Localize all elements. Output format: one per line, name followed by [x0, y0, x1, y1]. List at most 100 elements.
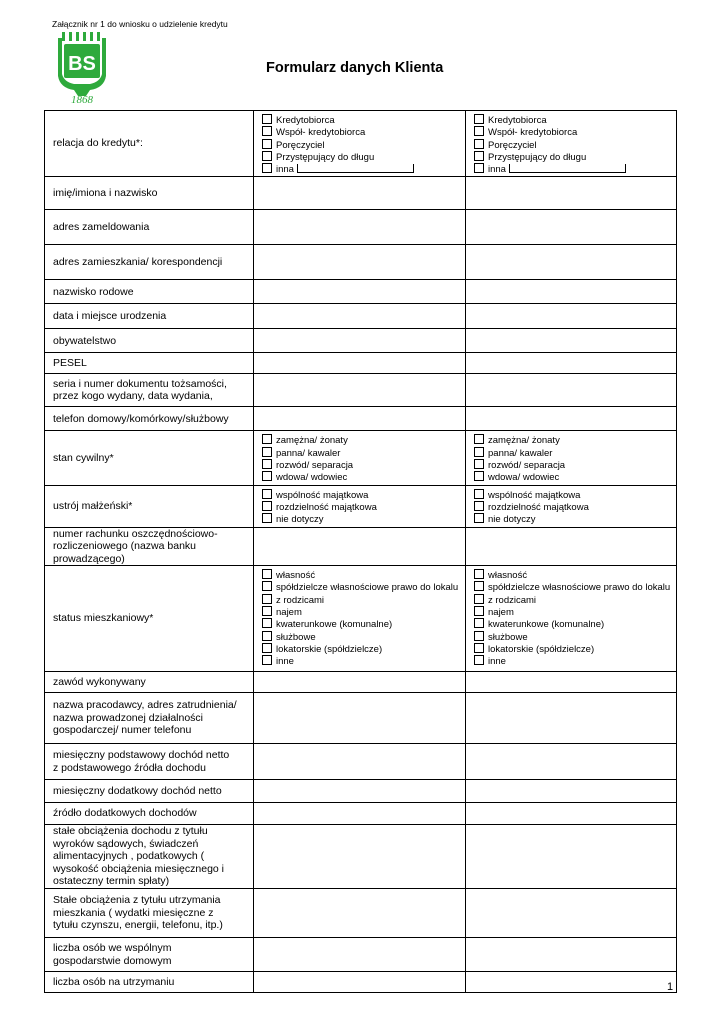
checkbox-option[interactable]: Kredytobiorca	[262, 114, 461, 126]
field-value-cell-2[interactable]	[465, 209, 677, 246]
field-value-cell-2[interactable]	[465, 373, 677, 408]
checkbox-option[interactable]: spółdzielcze własnościowe prawo do lokal…	[474, 581, 672, 593]
checkbox-icon[interactable]	[262, 500, 272, 511]
checkbox-icon[interactable]	[474, 446, 484, 457]
checkbox-option[interactable]: inna	[474, 163, 672, 175]
checkbox-option[interactable]: z rodzicami	[474, 593, 672, 606]
checkbox-icon[interactable]	[474, 434, 484, 445]
field-value-cell-1[interactable]	[253, 692, 466, 745]
checkbox-option[interactable]: wspólność majątkowa	[474, 488, 672, 501]
checkbox-icon[interactable]	[262, 446, 272, 457]
checkbox-icon[interactable]	[262, 126, 272, 137]
checkbox-option[interactable]: wdowa/ wdowiec	[474, 471, 672, 483]
checkbox-icon[interactable]	[474, 581, 484, 592]
checkbox-icon[interactable]	[262, 581, 272, 592]
field-value-cell-1[interactable]	[253, 373, 466, 408]
field-value-cell-2[interactable]	[465, 779, 677, 804]
checkbox-icon[interactable]	[474, 488, 484, 499]
field-value-cell-1[interactable]	[253, 526, 466, 567]
field-value-cell-2[interactable]	[465, 328, 677, 354]
checkbox-icon[interactable]	[474, 618, 484, 629]
field-value-cell-1[interactable]	[253, 279, 466, 305]
checkbox-icon[interactable]	[262, 618, 272, 629]
field-value-cell-1[interactable]	[253, 779, 466, 804]
checkbox-option[interactable]: najem	[474, 605, 672, 618]
field-value-cell-2[interactable]	[465, 526, 677, 567]
checkbox-icon[interactable]	[262, 434, 272, 445]
field-value-cell-2[interactable]: wspólność majątkowa rozdzielność majątkow…	[465, 484, 677, 528]
checkbox-option[interactable]: lokatorskie (spółdzielcze)	[262, 642, 461, 655]
field-value-cell-2[interactable]	[465, 352, 677, 375]
checkbox-option[interactable]: rozwód/ separacja	[262, 459, 461, 471]
checkbox-icon[interactable]	[474, 642, 484, 653]
checkbox-option[interactable]: zamężna/ żonaty	[262, 434, 461, 446]
field-value-cell-1[interactable]	[253, 244, 466, 281]
checkbox-option[interactable]: służbowe	[474, 630, 672, 643]
checkbox-option[interactable]: własność	[474, 569, 672, 581]
checkbox-option[interactable]: rozdzielność majątkowa	[262, 500, 461, 513]
field-value-cell-2[interactable]: Kredytobiorca Współ- kredytobiorca Poręczy…	[465, 109, 677, 178]
checkbox-icon[interactable]	[262, 642, 272, 653]
field-value-cell-1[interactable]: własność spółdzielcze własnościowe prawo …	[253, 565, 466, 673]
field-value-cell-1[interactable]	[253, 406, 466, 432]
checkbox-icon[interactable]	[262, 569, 272, 580]
field-value-cell-1[interactable]: wspólność majątkowa rozdzielność majątkow…	[253, 484, 466, 528]
field-value-cell-1[interactable]	[253, 303, 466, 330]
checkbox-icon[interactable]	[474, 138, 484, 149]
field-value-cell-2[interactable]	[465, 279, 677, 305]
checkbox-icon[interactable]	[262, 163, 272, 174]
checkbox-icon[interactable]	[474, 150, 484, 161]
checkbox-icon[interactable]	[262, 488, 272, 499]
checkbox-option[interactable]: Poręczyciel	[474, 138, 672, 151]
checkbox-option[interactable]: z rodzicami	[262, 593, 461, 606]
checkbox-icon[interactable]	[262, 605, 272, 616]
checkbox-icon[interactable]	[262, 150, 272, 161]
field-value-cell-2[interactable]	[465, 406, 677, 432]
checkbox-icon[interactable]	[474, 593, 484, 604]
checkbox-option[interactable]: inna	[262, 163, 461, 175]
checkbox-option[interactable]: służbowe	[262, 630, 461, 643]
field-value-cell-1[interactable]	[253, 937, 466, 973]
field-value-cell-1[interactable]	[253, 888, 466, 939]
checkbox-option[interactable]: własność	[262, 569, 461, 581]
field-value-cell-2[interactable]	[465, 971, 677, 994]
other-text-field[interactable]	[296, 164, 414, 174]
checkbox-icon[interactable]	[474, 569, 484, 580]
field-value-cell-1[interactable]	[253, 209, 466, 246]
checkbox-icon[interactable]	[474, 126, 484, 137]
checkbox-option[interactable]: Przystępujący do długu	[474, 150, 672, 163]
checkbox-icon[interactable]	[474, 459, 484, 470]
checkbox-option[interactable]: Przystępujący do długu	[262, 150, 461, 163]
checkbox-option[interactable]: wspólność majątkowa	[262, 488, 461, 501]
checkbox-icon[interactable]	[262, 513, 272, 524]
field-value-cell-1[interactable]: Kredytobiorca Współ- kredytobiorca Poręczy…	[253, 109, 466, 178]
field-value-cell-2[interactable]	[465, 671, 677, 694]
field-value-cell-1[interactable]	[253, 671, 466, 694]
field-value-cell-2[interactable]	[465, 303, 677, 330]
checkbox-icon[interactable]	[474, 630, 484, 641]
checkbox-option[interactable]: lokatorskie (spółdzielcze)	[474, 642, 672, 655]
field-value-cell-2[interactable]	[465, 244, 677, 281]
field-value-cell-2[interactable]	[465, 824, 677, 890]
field-value-cell-2[interactable]: własność spółdzielcze własnościowe prawo …	[465, 565, 677, 673]
checkbox-icon[interactable]	[262, 138, 272, 149]
field-value-cell-2[interactable]	[465, 743, 677, 781]
field-value-cell-2[interactable]: zamężna/ żonaty panna/ kawaler rozwód/ sep…	[465, 430, 677, 486]
field-value-cell-1[interactable]: zamężna/ żonaty panna/ kawaler rozwód/ sep…	[253, 430, 466, 486]
other-text-field[interactable]	[508, 164, 626, 174]
field-value-cell-1[interactable]	[253, 176, 466, 211]
checkbox-icon[interactable]	[262, 114, 272, 124]
field-value-cell-1[interactable]	[253, 352, 466, 375]
field-value-cell-1[interactable]	[253, 743, 466, 781]
checkbox-icon[interactable]	[474, 163, 484, 174]
checkbox-option[interactable]: inne	[474, 655, 672, 667]
checkbox-option[interactable]: zamężna/ żonaty	[474, 434, 672, 446]
checkbox-icon[interactable]	[474, 655, 484, 666]
checkbox-option[interactable]: rozwód/ separacja	[474, 459, 672, 471]
checkbox-option[interactable]: rozdzielność majątkowa	[474, 500, 672, 513]
checkbox-option[interactable]: najem	[262, 605, 461, 618]
checkbox-icon[interactable]	[262, 655, 272, 666]
checkbox-option[interactable]: panna/ kawaler	[474, 446, 672, 459]
checkbox-option[interactable]: Poręczyciel	[262, 138, 461, 151]
checkbox-option[interactable]: Kredytobiorca	[474, 114, 672, 126]
